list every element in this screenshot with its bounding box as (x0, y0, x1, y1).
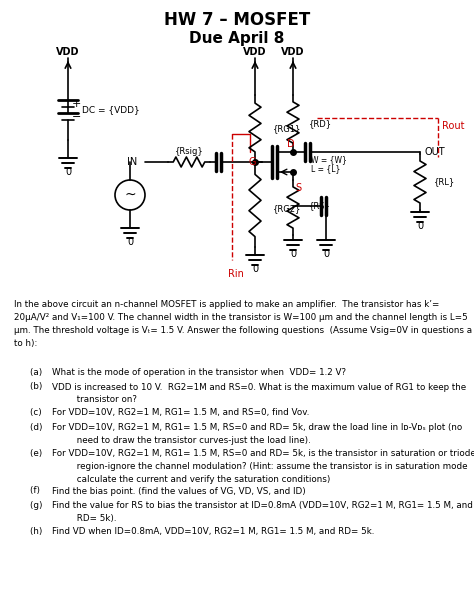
Text: {RD}: {RD} (309, 119, 332, 128)
Text: 0: 0 (417, 221, 423, 231)
Text: Rin: Rin (228, 269, 244, 279)
Text: 0: 0 (290, 249, 296, 259)
Text: Find VD when ID=0.8mA, VDD=10V, RG2=1 M, RG1= 1.5 M, and RD= 5k.: Find VD when ID=0.8mA, VDD=10V, RG2=1 M,… (52, 527, 374, 536)
Text: In the above circuit an n-channel MOSFET is applied to make an amplifier.  The t: In the above circuit an n-channel MOSFET… (14, 300, 472, 348)
Text: (h): (h) (30, 527, 45, 536)
Text: For VDD=10V, RG2=1 M, RG1= 1.5 M, and RS=0, find Vov.: For VDD=10V, RG2=1 M, RG1= 1.5 M, and RS… (52, 408, 310, 417)
Text: OUT: OUT (425, 147, 446, 157)
Text: (f): (f) (30, 487, 43, 495)
Text: VDD: VDD (281, 47, 305, 57)
Text: DC = {VDD}: DC = {VDD} (82, 105, 140, 115)
Text: {Rsig}: {Rsig} (174, 148, 203, 156)
Text: L = {L}: L = {L} (311, 164, 340, 173)
Text: +: + (72, 99, 82, 109)
Text: For VDD=10V, RG2=1 M, RG1= 1.5 M, RS=0 and RD= 5k, draw the load line in Iᴅ-Vᴅₛ : For VDD=10V, RG2=1 M, RG1= 1.5 M, RS=0 a… (52, 423, 462, 445)
Text: (a): (a) (30, 368, 45, 377)
Text: ~: ~ (124, 188, 136, 202)
Text: 0: 0 (127, 237, 133, 247)
Text: Find the value for RS to bias the transistor at ID=0.8mA (VDD=10V, RG2=1 M, RG1=: Find the value for RS to bias the transi… (52, 501, 473, 523)
Text: 0: 0 (65, 167, 71, 177)
Text: {RL}: {RL} (434, 178, 455, 186)
Text: (d): (d) (30, 423, 48, 432)
Text: (g): (g) (30, 501, 45, 510)
Text: VDD is increased to 10 V.  RG2=1M and RS=0. What is the maximum value of RG1 to : VDD is increased to 10 V. RG2=1M and RS=… (52, 383, 466, 405)
Text: VDD: VDD (56, 47, 80, 57)
Text: IN: IN (127, 157, 137, 167)
Text: What is the mode of operation in the transistor when  VDD= 1.2 V?: What is the mode of operation in the tra… (52, 368, 346, 377)
Text: For VDD=10V, RG2=1 M, RG1= 1.5 M, RS=0 and RD= 5k, is the transistor in saturati: For VDD=10V, RG2=1 M, RG1= 1.5 M, RS=0 a… (52, 449, 474, 484)
Text: (c): (c) (30, 408, 45, 417)
Text: −: − (72, 112, 82, 122)
Text: 0: 0 (323, 249, 329, 259)
Text: Rout: Rout (442, 121, 465, 131)
Text: {RS}: {RS} (309, 202, 331, 210)
Text: (e): (e) (30, 449, 45, 458)
Text: {RG1}: {RG1} (273, 124, 301, 133)
Text: HW 7 – MOSFET: HW 7 – MOSFET (164, 11, 310, 29)
Text: Due April 8: Due April 8 (189, 31, 285, 45)
Text: {RG2}: {RG2} (273, 204, 301, 213)
Text: (b): (b) (30, 383, 45, 392)
Text: 0: 0 (252, 264, 258, 274)
Text: VDD: VDD (243, 47, 267, 57)
Text: W = {W}: W = {W} (311, 156, 347, 164)
Text: D: D (287, 139, 295, 149)
Text: Find the bias point. (find the values of VG, VD, VS, and ID): Find the bias point. (find the values of… (52, 487, 306, 495)
Text: S: S (295, 183, 301, 193)
Text: G: G (248, 157, 256, 167)
